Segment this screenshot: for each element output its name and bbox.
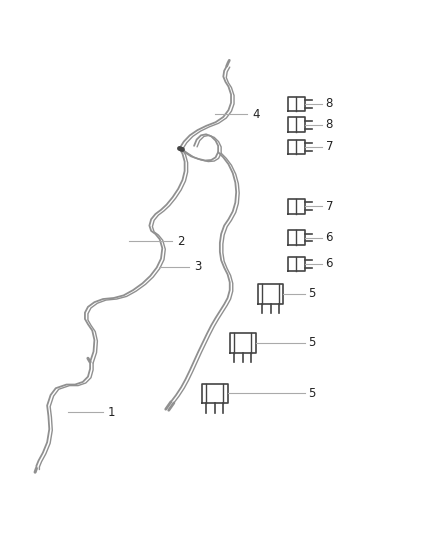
Text: 1: 1 [108, 406, 116, 419]
Text: 4: 4 [252, 108, 260, 121]
Text: 6: 6 [325, 257, 333, 270]
Text: 7: 7 [325, 200, 333, 213]
Text: 6: 6 [325, 231, 333, 244]
Text: 2: 2 [177, 235, 184, 248]
Text: 8: 8 [325, 118, 333, 131]
Text: 5: 5 [308, 387, 316, 400]
Text: 3: 3 [194, 260, 201, 273]
Text: 5: 5 [308, 287, 316, 300]
Text: 7: 7 [325, 140, 333, 154]
Text: 5: 5 [308, 336, 316, 349]
Text: 8: 8 [325, 98, 333, 110]
